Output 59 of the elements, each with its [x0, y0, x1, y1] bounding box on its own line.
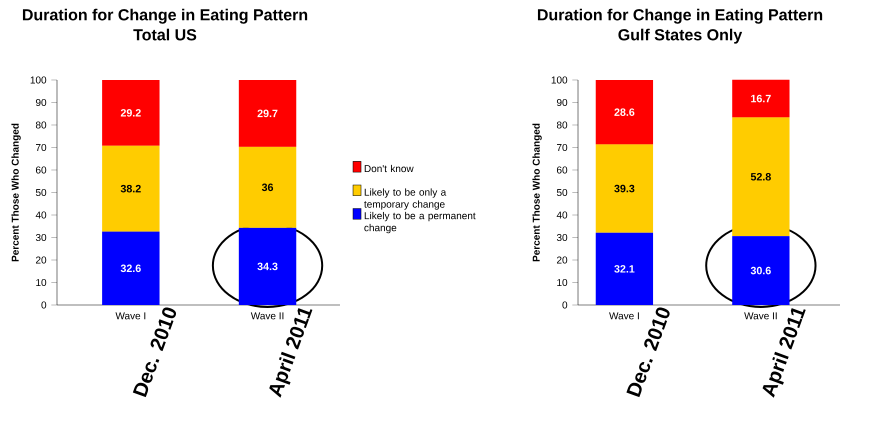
- y-tick-label: 100: [552, 76, 568, 84]
- data-label: 16.7: [751, 94, 771, 102]
- data-label: 36: [262, 184, 274, 192]
- bar: [732, 236, 790, 306]
- y-tick-label: 60: [36, 166, 46, 174]
- data-label: 32.1: [614, 265, 634, 273]
- data-label: 29.7: [258, 110, 278, 118]
- x-tick-label: Wave II: [744, 312, 777, 320]
- y-axis-title: Percent Those Who Changed: [532, 124, 542, 262]
- legend-label: Likely to be only a temporary change: [364, 188, 446, 210]
- y-tick-label: 90: [556, 98, 568, 106]
- y-tick-label: 50: [556, 188, 568, 196]
- y-tick-label: 50: [36, 188, 46, 196]
- chart-subtitle: Total US: [133, 28, 196, 40]
- bar: [596, 144, 654, 233]
- data-label: 39.3: [614, 184, 634, 192]
- y-tick-label: 90: [36, 98, 46, 106]
- y-tick-label: 70: [557, 144, 568, 152]
- data-label: 28.6: [614, 108, 634, 116]
- y-tick-label: 70: [36, 144, 46, 152]
- data-label: 29.2: [120, 109, 141, 117]
- y-tick-label: 40: [36, 211, 46, 219]
- bar: [102, 80, 160, 146]
- legend-label: Don't know: [364, 164, 414, 172]
- x-tick-label: Wave I: [115, 312, 146, 320]
- y-tick-label: 20: [556, 256, 568, 264]
- y-axis-title: Percent Those Who Changed: [11, 124, 21, 262]
- bar: [102, 232, 160, 306]
- bar: [596, 232, 654, 306]
- bar: [238, 228, 296, 306]
- chart-subtitle: Gulf States Only: [618, 28, 742, 44]
- bar: [732, 80, 790, 118]
- y-tick-label: 10: [36, 278, 46, 286]
- legend-label: Likely to be a permanent change: [364, 212, 476, 234]
- y-tick-label: 100: [30, 76, 46, 84]
- bar: [596, 80, 654, 144]
- y-tick-label: 0: [41, 301, 46, 309]
- chart-title: Duration for Change in Eating Pattern: [22, 8, 308, 24]
- data-label: 38.2: [120, 184, 141, 192]
- y-tick-label: 80: [556, 121, 568, 129]
- bar: [732, 117, 790, 236]
- y-tick-label: 10: [557, 278, 568, 286]
- data-label: 52.8: [750, 172, 771, 181]
- data-label: 30.6: [750, 266, 771, 274]
- data-label: 34.3: [257, 262, 278, 270]
- chart-title: Duration for Change in Eating Pattern: [538, 8, 822, 24]
- y-tick-label: 40: [556, 211, 568, 219]
- data-label: 32.6: [120, 264, 141, 272]
- y-tick-label: 30: [36, 234, 46, 242]
- x-tick-label: Wave I: [609, 312, 639, 320]
- y-tick-label: 20: [36, 256, 46, 264]
- y-tick-label: 60: [556, 166, 568, 174]
- y-tick-label: 80: [36, 121, 46, 129]
- bar: [238, 80, 296, 147]
- bar: [238, 146, 296, 228]
- y-tick-label: 0: [562, 301, 568, 309]
- x-tick-label: Wave II: [250, 312, 284, 320]
- bar: [102, 146, 160, 232]
- y-tick-label: 30: [556, 234, 568, 242]
